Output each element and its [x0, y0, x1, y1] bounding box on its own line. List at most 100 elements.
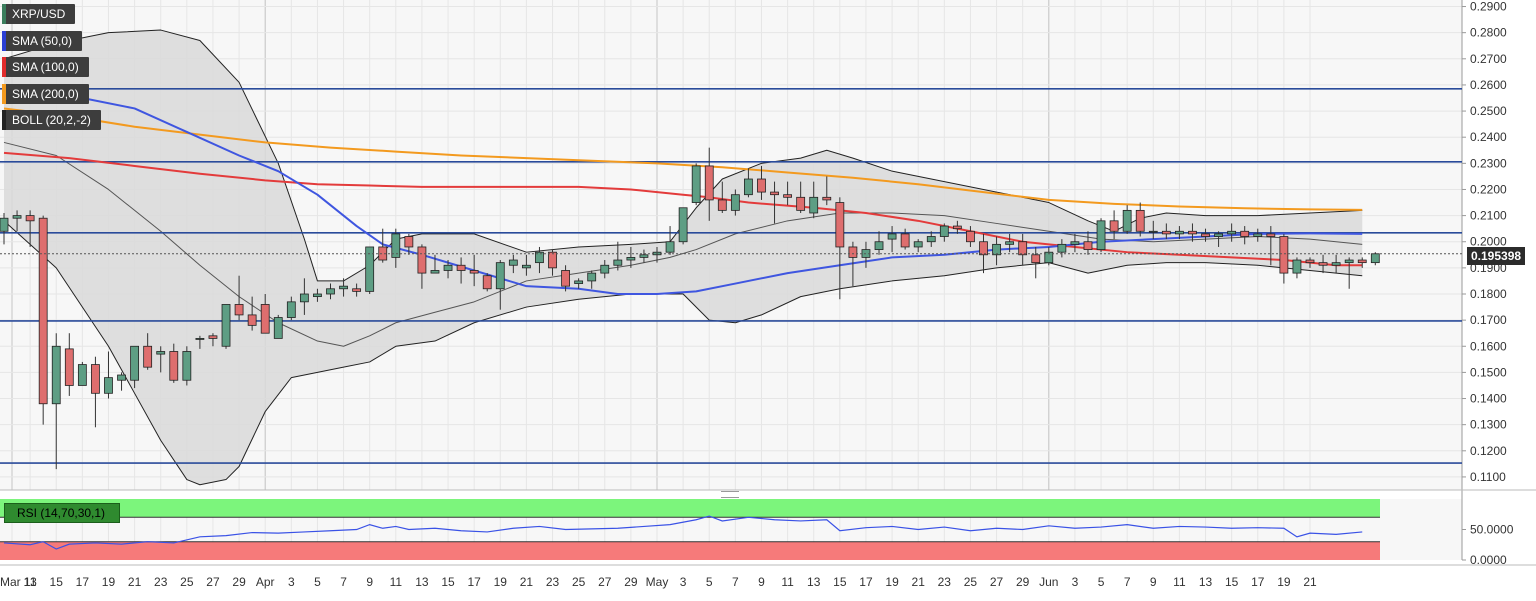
candle-body — [195, 338, 205, 340]
candle-body — [104, 377, 113, 394]
x-tick-label: 21 — [1303, 575, 1317, 589]
candle-body — [391, 233, 401, 258]
y-tick-label: 0.2000 — [1470, 235, 1507, 249]
candle-body — [704, 165, 714, 201]
y-tick-label: 0.2900 — [1470, 0, 1507, 14]
y-tick-label: 0.1300 — [1470, 418, 1507, 432]
candle-body — [848, 246, 858, 258]
y-tick-label: 0.2600 — [1470, 78, 1507, 92]
candle-body — [456, 264, 466, 271]
x-tick-label: 3 — [680, 575, 687, 589]
x-tick-label: 27 — [598, 575, 612, 589]
candle-body — [182, 351, 192, 381]
pane-resize-handle[interactable] — [721, 491, 739, 498]
candle-body — [339, 285, 348, 290]
candle-body — [260, 304, 270, 334]
candle-body — [1357, 259, 1367, 264]
y-tick-label: 0.2100 — [1470, 209, 1507, 223]
legend-item-boll[interactable]: BOLL (20,2,-2) — [2, 110, 101, 130]
candle-body — [1344, 259, 1354, 264]
rsi-legend-label[interactable]: RSI (14,70,30,1) — [4, 503, 121, 523]
legend-item-sma50[interactable]: SMA (50,0) — [2, 31, 83, 51]
candle-body — [1253, 233, 1263, 237]
x-tick-label: 23 — [546, 575, 560, 589]
candle-body — [169, 351, 179, 381]
x-tick-label: 11 — [781, 575, 794, 589]
x-tick-label: 23 — [938, 575, 952, 589]
candle-body — [469, 270, 479, 274]
candle-body — [1214, 233, 1223, 237]
candle-body — [1135, 209, 1145, 232]
candle-body — [38, 217, 48, 405]
x-tick-label: Mar 11 — [0, 575, 37, 589]
candle-body — [691, 165, 701, 203]
x-tick-label: 9 — [1150, 575, 1157, 589]
legend-swatch — [2, 110, 6, 130]
candle-body — [744, 178, 753, 196]
bollinger-band-fill — [4, 30, 1363, 485]
legend-swatch — [2, 57, 6, 77]
x-tick-label: 17 — [467, 575, 481, 589]
candle-body — [64, 348, 74, 386]
candle-body — [913, 241, 923, 248]
candle-body — [678, 207, 688, 243]
candle-body — [352, 288, 362, 292]
x-tick-label: 9 — [758, 575, 765, 589]
candle-body — [443, 264, 453, 271]
candle-body — [730, 194, 740, 211]
candle-body — [835, 202, 845, 248]
x-tick-label: 7 — [340, 575, 347, 589]
x-tick-label: 19 — [1277, 575, 1291, 589]
y-tick-label: 0.2500 — [1470, 104, 1507, 118]
candle-body — [404, 236, 414, 248]
candle-body — [326, 288, 335, 295]
x-tick-label: 21 — [912, 575, 926, 589]
y-tick-label: 0.2200 — [1470, 182, 1507, 196]
sma50-line — [3, 86, 1363, 295]
candle-body — [1370, 253, 1380, 264]
x-tick-label: 15 — [50, 575, 64, 589]
candle-body — [1031, 254, 1041, 264]
rsi-overbought-zone — [0, 499, 1380, 518]
candle-body — [887, 233, 897, 240]
x-tick-label: 3 — [1072, 575, 1079, 589]
candle-body — [313, 293, 322, 298]
candle-body — [1096, 220, 1106, 250]
candle-body — [1201, 233, 1210, 237]
x-tick-label: 27 — [990, 575, 1004, 589]
candle-body — [1175, 230, 1184, 235]
candle-body — [979, 241, 988, 256]
x-tick-label: 5 — [1098, 575, 1105, 589]
candle-body — [561, 270, 570, 287]
candle-body — [952, 225, 962, 230]
legend-item-sma200[interactable]: SMA (200,0) — [2, 84, 89, 104]
x-tick-label: 13 — [807, 575, 821, 589]
x-tick-label: 11 — [1173, 575, 1186, 589]
candle-body — [874, 241, 884, 250]
candle-body — [1122, 209, 1132, 232]
legend-swatch — [2, 4, 6, 24]
legend-item-sma100[interactable]: SMA (100,0) — [2, 57, 89, 77]
candle-body — [783, 194, 792, 198]
candle-body — [1227, 230, 1237, 235]
candle-body — [130, 345, 140, 381]
candle-body — [208, 335, 218, 339]
x-tick-label: 29 — [1016, 575, 1030, 589]
x-tick-label: 19 — [494, 575, 508, 589]
candle-body — [1240, 230, 1250, 237]
legend-label: SMA (100,0) — [12, 60, 79, 74]
legend-label: SMA (200,0) — [12, 87, 79, 101]
candle-body — [25, 215, 35, 222]
legend-label: SMA (50,0) — [12, 34, 73, 48]
x-tick-label: 13 — [415, 575, 429, 589]
legend-item-xrpusd[interactable]: XRP/USD — [2, 4, 76, 24]
y-tick-label: 0.1600 — [1470, 339, 1507, 353]
candle-body — [1188, 230, 1197, 235]
candle-body — [273, 317, 283, 339]
candle-body — [639, 254, 649, 258]
candle-body — [966, 230, 975, 243]
x-tick-label: 17 — [76, 575, 90, 589]
candle-body — [1070, 241, 1080, 245]
rsi-line — [3, 515, 1363, 550]
